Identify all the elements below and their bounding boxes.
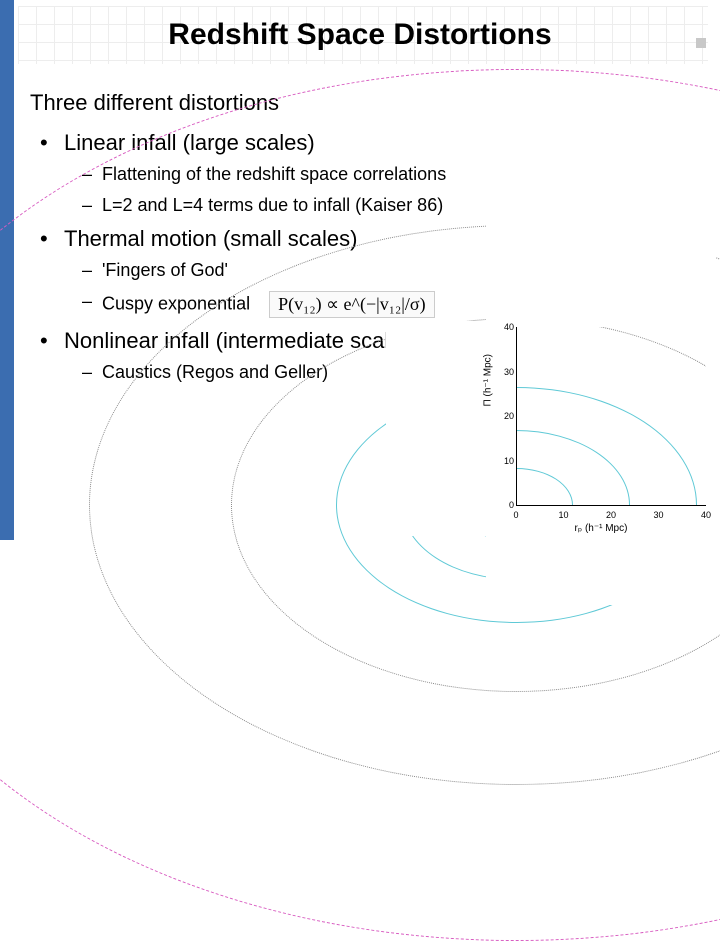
x-tick-label: 0: [513, 510, 518, 520]
chart-mask: [486, 505, 716, 605]
slide-title: Redshift Space Distortions: [0, 18, 720, 52]
y-tick-label: 30: [496, 367, 514, 377]
chart-mask: [486, 221, 716, 327]
chart-y-axis: [516, 327, 517, 505]
x-tick-label: 20: [606, 510, 616, 520]
y-tick-label: 10: [496, 456, 514, 466]
y-tick-label: 0: [496, 500, 514, 510]
chart-x-label: rₚ (h⁻¹ Mpc): [486, 523, 716, 534]
chart-x-axis: [516, 505, 706, 506]
contour-chart: Π (h⁻¹ Mpc) rₚ (h⁻¹ Mpc) 0 10 20 30 40 0 10 20 30 4…: [486, 321, 716, 536]
chart-y-label: Π (h⁻¹ Mpc): [483, 354, 494, 407]
y-tick-label: 40: [496, 322, 514, 332]
y-tick-label: 20: [496, 411, 514, 421]
x-tick-label: 30: [653, 510, 663, 520]
chart-mask: [706, 321, 720, 536]
x-tick-label: 10: [558, 510, 568, 520]
x-tick-label: 40: [701, 510, 711, 520]
